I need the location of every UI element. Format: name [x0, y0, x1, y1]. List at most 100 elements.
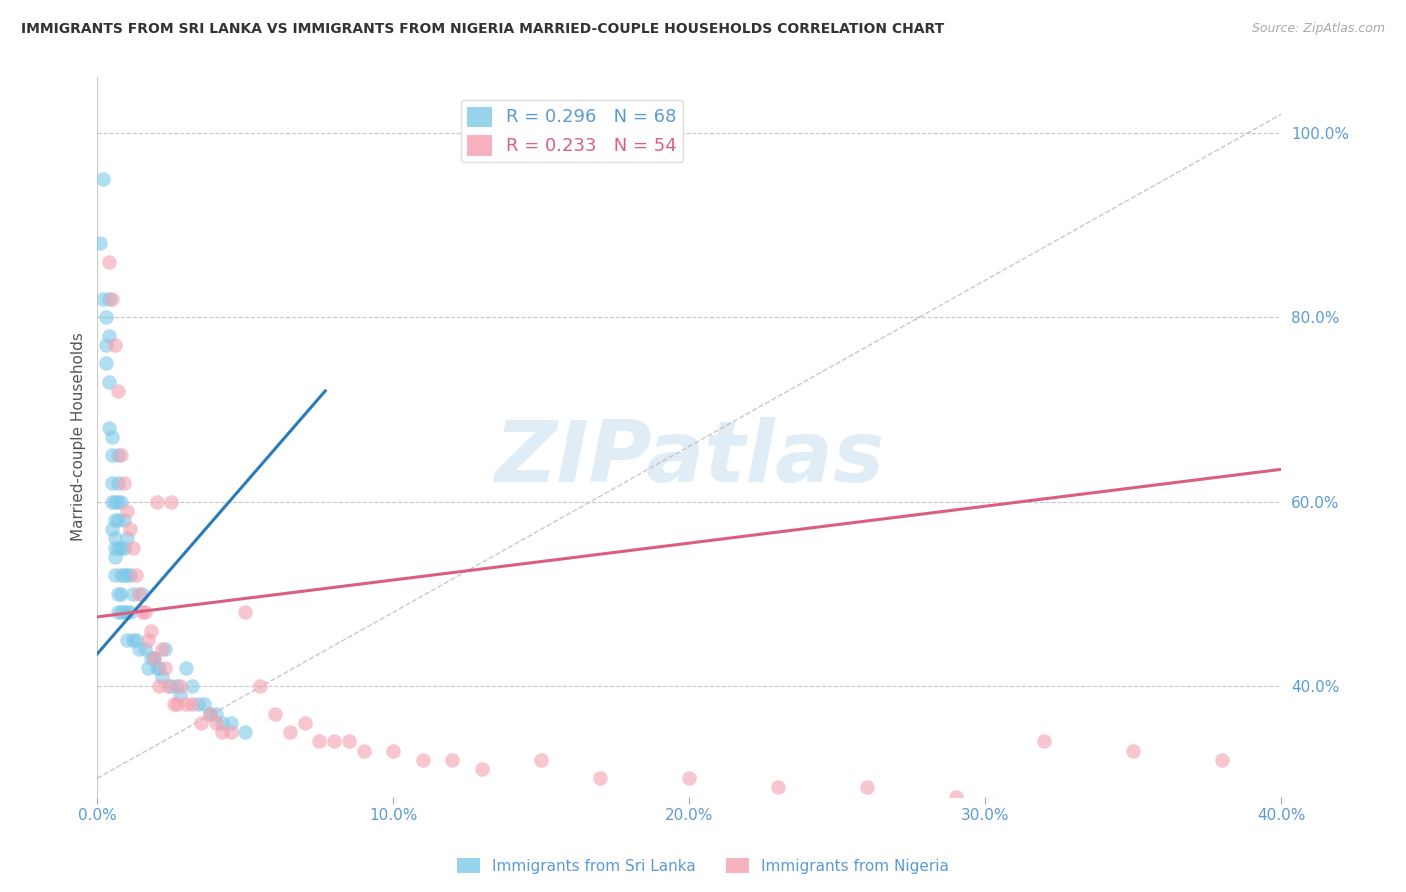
Point — [139, 651, 162, 665]
Point — [198, 706, 221, 721]
Point — [112, 476, 135, 491]
Point — [278, 725, 301, 739]
Point — [110, 494, 132, 508]
Point — [142, 651, 165, 665]
Point — [152, 642, 174, 657]
Point — [678, 771, 700, 785]
Point — [110, 587, 132, 601]
Point — [98, 421, 121, 435]
Point — [115, 632, 138, 647]
Point — [107, 605, 129, 619]
Point — [107, 449, 129, 463]
Point — [219, 715, 242, 730]
Point — [101, 494, 124, 508]
Point — [412, 753, 434, 767]
Point — [169, 679, 191, 693]
Point — [112, 513, 135, 527]
Point — [101, 449, 124, 463]
Point — [101, 292, 124, 306]
Point — [104, 549, 127, 564]
Point — [152, 670, 174, 684]
Point — [104, 513, 127, 527]
Point — [131, 605, 153, 619]
Point — [441, 753, 464, 767]
Legend: Immigrants from Sri Lanka, Immigrants from Nigeria: Immigrants from Sri Lanka, Immigrants fr… — [451, 852, 955, 880]
Point — [104, 532, 127, 546]
Point — [91, 292, 114, 306]
Point — [1211, 753, 1233, 767]
Point — [107, 587, 129, 601]
Point — [211, 725, 233, 739]
Point — [1122, 743, 1144, 757]
Point — [157, 679, 180, 693]
Point — [198, 706, 221, 721]
Y-axis label: Married-couple Households: Married-couple Households — [72, 333, 86, 541]
Point — [155, 642, 177, 657]
Point — [125, 568, 148, 582]
Point — [353, 743, 375, 757]
Point — [219, 725, 242, 739]
Point — [142, 651, 165, 665]
Point — [104, 541, 127, 555]
Point — [855, 780, 877, 795]
Point — [98, 328, 121, 343]
Point — [121, 587, 143, 601]
Point — [169, 688, 191, 702]
Point — [107, 494, 129, 508]
Point — [89, 236, 111, 251]
Point — [110, 605, 132, 619]
Point — [134, 642, 156, 657]
Point — [98, 255, 121, 269]
Point — [160, 494, 183, 508]
Point — [101, 522, 124, 536]
Point — [98, 375, 121, 389]
Point — [471, 762, 494, 776]
Text: IMMIGRANTS FROM SRI LANKA VS IMMIGRANTS FROM NIGERIA MARRIED-COUPLE HOUSEHOLDS C: IMMIGRANTS FROM SRI LANKA VS IMMIGRANTS … — [21, 22, 945, 37]
Point — [101, 430, 124, 444]
Point — [121, 632, 143, 647]
Point — [112, 605, 135, 619]
Point — [128, 642, 150, 657]
Point — [174, 698, 197, 712]
Point — [163, 698, 186, 712]
Text: Source: ZipAtlas.com: Source: ZipAtlas.com — [1251, 22, 1385, 36]
Point — [166, 698, 188, 712]
Point — [104, 338, 127, 352]
Point — [104, 494, 127, 508]
Point — [233, 605, 256, 619]
Point — [96, 356, 118, 370]
Point — [193, 698, 215, 712]
Point — [118, 522, 141, 536]
Point — [98, 292, 121, 306]
Point — [110, 541, 132, 555]
Point — [766, 780, 789, 795]
Point — [145, 494, 167, 508]
Point — [337, 734, 360, 748]
Point — [107, 513, 129, 527]
Point — [125, 632, 148, 647]
Point — [115, 504, 138, 518]
Point — [101, 476, 124, 491]
Point — [308, 734, 330, 748]
Legend: R = 0.296   N = 68, R = 0.233   N = 54: R = 0.296 N = 68, R = 0.233 N = 54 — [461, 100, 683, 162]
Point — [187, 698, 209, 712]
Point — [115, 605, 138, 619]
Point — [145, 660, 167, 674]
Point — [110, 449, 132, 463]
Point — [139, 624, 162, 638]
Text: ZIPatlas: ZIPatlas — [494, 417, 884, 500]
Point — [112, 541, 135, 555]
Point — [249, 679, 271, 693]
Point — [530, 753, 553, 767]
Point — [148, 679, 170, 693]
Point — [136, 660, 159, 674]
Point — [136, 632, 159, 647]
Point — [115, 532, 138, 546]
Point — [382, 743, 405, 757]
Point — [204, 706, 226, 721]
Point — [233, 725, 256, 739]
Point — [91, 172, 114, 186]
Point — [181, 679, 204, 693]
Point — [155, 660, 177, 674]
Point — [112, 568, 135, 582]
